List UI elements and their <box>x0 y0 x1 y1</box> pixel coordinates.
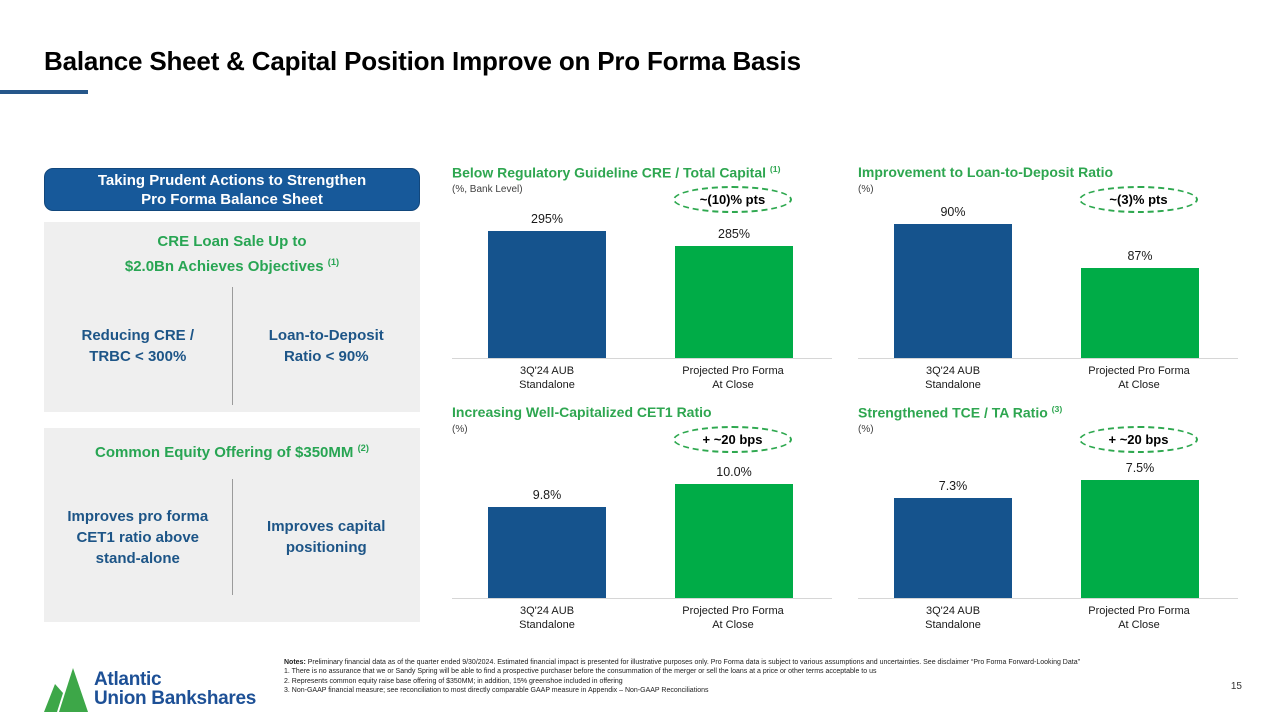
logo-wordmark: Atlantic Union Bankshares <box>94 670 256 708</box>
x-axis-line <box>858 598 1238 599</box>
x-axis-line <box>452 358 832 359</box>
x-axis-category-label: 3Q'24 AUB Standalone <box>519 605 575 631</box>
sidebar-box-title: CRE Loan Sale Up to $2.0Bn Achieves Obje… <box>124 233 340 275</box>
sidebar-box-columns: Improves pro forma CET1 ratio above stan… <box>44 463 420 611</box>
logo-mountain-icon <box>44 668 88 712</box>
x-axis-category-label: Projected Pro Forma At Close <box>1088 365 1190 391</box>
x-axis-category-label: 3Q'24 AUB Standalone <box>925 365 981 391</box>
x-axis-line <box>858 358 1238 359</box>
chart-axis-unit-label: (%) <box>452 424 468 435</box>
bar-value-label: 10.0% <box>716 465 752 479</box>
delta-callout-badge: ~(3)% pts <box>1079 186 1198 213</box>
chart-title: Improvement to Loan-to-Deposit Ratio <box>858 164 1114 180</box>
footnote-marker: (3) <box>1051 404 1063 414</box>
logo-line2: Union Bankshares <box>94 688 257 709</box>
footnote-marker: (1) <box>327 257 340 267</box>
chart-axis-unit-label: (%) <box>858 184 874 195</box>
chart-cet1-ratio: Increasing Well-Capitalized CET1 Ratio (… <box>452 404 832 644</box>
sidebar-box-title: Common Equity Offering of $350MM (2) <box>95 443 369 461</box>
page-number: 15 <box>1230 681 1242 692</box>
title-underline-rule <box>0 90 88 94</box>
chart-title: Increasing Well-Capitalized CET1 Ratio <box>452 404 712 420</box>
x-axis-category-label: Projected Pro Forma At Close <box>682 365 784 391</box>
x-axis-category-label: Projected Pro Forma At Close <box>682 605 784 631</box>
sidebar-box-columns: Reducing CRE / TRBC < 300% Loan-to-Depos… <box>44 277 420 415</box>
delta-callout-badge: + ~20 bps <box>1079 426 1198 453</box>
bar-value-label: 9.8% <box>532 488 562 502</box>
chart-axis-unit-label: (%, Bank Level) <box>452 184 523 195</box>
page-title: Balance Sheet & Capital Position Improve… <box>44 46 801 76</box>
footnote-line: 2. Represents common equity raise base o… <box>284 677 623 685</box>
delta-callout-badge: ~(10)% pts <box>673 186 792 213</box>
footnote-marker: (2) <box>357 443 369 453</box>
footnote-line: Notes: Preliminary financial data as of … <box>284 659 1080 666</box>
bar-standalone <box>894 498 1012 598</box>
bar-pro-forma <box>675 246 793 358</box>
chart-axis-unit-label: (%) <box>858 424 874 435</box>
sidebar-box-right-point: Improves capital positioning <box>267 518 386 556</box>
sidebar-header-banner: Taking Prudent Actions to Strengthen Pro… <box>44 168 420 211</box>
vertical-divider <box>231 479 233 595</box>
bar-value-label: 7.3% <box>938 479 968 493</box>
sidebar-box-equity-offering: Common Equity Offering of $350MM (2) Imp… <box>44 428 420 622</box>
vertical-divider <box>231 287 233 405</box>
bar-value-label: 285% <box>718 227 750 241</box>
bar-value-label: 295% <box>531 212 563 226</box>
bar-value-label: 7.5% <box>1125 461 1155 475</box>
bar-value-label: 90% <box>940 205 966 219</box>
bar-pro-forma <box>675 484 793 598</box>
x-axis-category-label: 3Q'24 AUB Standalone <box>519 365 575 391</box>
delta-callout-badge: + ~20 bps <box>673 426 792 453</box>
bar-value-label: 87% <box>1127 249 1153 263</box>
sidebar-box-cre-loan-sale: CRE Loan Sale Up to $2.0Bn Achieves Obje… <box>44 222 420 412</box>
chart-title: Below Regulatory Guideline CRE / Total C… <box>452 164 781 181</box>
sidebar-box-right-point: Loan-to-Deposit Ratio < 90% <box>268 327 384 365</box>
bar-pro-forma <box>1081 480 1199 598</box>
x-axis-category-label: 3Q'24 AUB Standalone <box>925 605 981 631</box>
footnote-line: 3. Non-GAAP financial measure; see recon… <box>284 687 709 695</box>
footnote-line: 1. There is no assurance that we or Sand… <box>284 668 877 676</box>
bar-standalone <box>488 231 606 358</box>
sidebar-box-left-point: Improves pro forma CET1 ratio above stan… <box>67 507 209 567</box>
bar-standalone <box>488 507 606 598</box>
x-axis-line <box>452 598 832 599</box>
chart-cre-total-capital: Below Regulatory Guideline CRE / Total C… <box>452 164 832 404</box>
bar-pro-forma <box>1081 268 1199 358</box>
sidebar-box-left-point: Reducing CRE / TRBC < 300% <box>81 327 194 365</box>
footnotes-block: Notes: Preliminary financial data as of … <box>284 658 1204 696</box>
company-logo: Atlantic Union Bankshares <box>44 666 256 712</box>
logo-line1: Atlantic <box>94 669 162 690</box>
bar-standalone <box>894 224 1012 358</box>
x-axis-category-label: Projected Pro Forma At Close <box>1088 605 1190 631</box>
chart-loan-to-deposit: Improvement to Loan-to-Deposit Ratio (%)… <box>858 164 1238 404</box>
footnote-marker: (1) <box>769 164 781 174</box>
chart-tce-ta-ratio: Strengthened TCE / TA Ratio (3) (%) + ~2… <box>858 404 1238 644</box>
chart-title: Strengthened TCE / TA Ratio (3) <box>858 404 1063 421</box>
